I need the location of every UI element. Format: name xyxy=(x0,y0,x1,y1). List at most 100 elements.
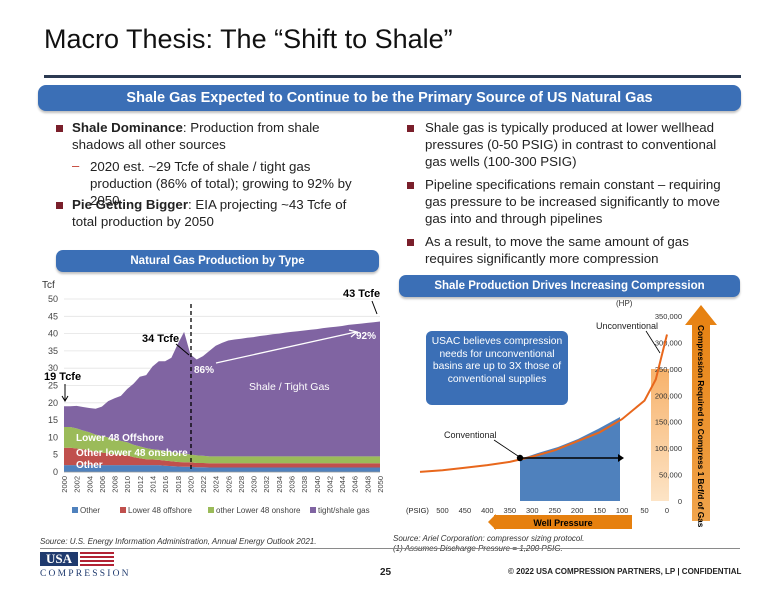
other-area-label: Other xyxy=(76,460,103,471)
conventional-range-fill-top xyxy=(520,417,620,459)
company-logo: USA COMPRESSION xyxy=(40,552,131,579)
bullet-shale-dominance: Shale Dominance: Production from shale s… xyxy=(72,119,372,153)
conventional-arrow-head xyxy=(618,454,624,462)
area-series-onshore xyxy=(64,427,380,464)
area-series-offshore xyxy=(64,447,380,468)
usac-callout-box xyxy=(426,331,568,405)
x-tick-label: 2010 xyxy=(123,476,132,493)
bullet-text: : Production from shale shadows all othe… xyxy=(72,120,320,152)
bullet-bold: Pie Getting Bigger xyxy=(72,197,188,212)
right-chart-caption: Shale Production Drives Increasing Compr… xyxy=(399,275,740,318)
y-tick-label: 50 xyxy=(48,294,58,304)
x-tick-label: 2006 xyxy=(98,476,107,493)
x-tick-label: 2036 xyxy=(288,476,297,493)
sub-bullet-2020: 2020 est. ~29 Tcfe of shale / tight gas … xyxy=(90,159,352,208)
x-tick-label: 2050 xyxy=(376,476,385,493)
right-bullet-3: As a result, to move the same amount of … xyxy=(425,234,689,266)
y-tick-label: 5 xyxy=(53,450,58,460)
psig-label: (PSIG) xyxy=(406,506,429,515)
legend-label: tight/shale gas xyxy=(318,506,370,515)
bullet-marker xyxy=(407,125,414,132)
x-tick-label: 2014 xyxy=(148,476,157,493)
x-tick-label: 2044 xyxy=(338,476,347,493)
dash-marker: – xyxy=(72,158,80,173)
x-tick-label: 2030 xyxy=(250,476,259,493)
psig-tick-label: 350 xyxy=(504,506,517,515)
area-series-other xyxy=(64,465,380,472)
x-tick-label: 2048 xyxy=(363,476,372,493)
x-tick-label: 2028 xyxy=(237,476,246,493)
arrow-2020 xyxy=(175,343,190,356)
x-tick-label: 2002 xyxy=(73,476,82,493)
x-tick-label: 2038 xyxy=(300,476,309,493)
x-tick-label: 2034 xyxy=(275,476,284,493)
right-chart-caption-text: Shale Production Drives Increasing Compr… xyxy=(434,280,705,318)
flag-stripes-icon xyxy=(80,552,114,566)
area-series-shale xyxy=(64,321,380,457)
legend-swatch xyxy=(120,507,126,513)
psig-tick-label: 200 xyxy=(571,506,584,515)
conventional-range-fill xyxy=(520,459,620,501)
onshore-area-label: Other lower 48 onshore xyxy=(76,448,188,459)
bullet-bold: Shale Dominance xyxy=(72,120,183,135)
compression-required-arrow xyxy=(685,305,717,521)
y-axis-unit: Tcf xyxy=(42,280,55,291)
annotation-2050: 43 Tcfe xyxy=(343,288,380,300)
headline-banner: Shale Gas Expected to Continue to be the… xyxy=(38,85,741,111)
x-tick-label: 2024 xyxy=(212,476,221,493)
right-bullet-1: Shale gas is typically produced at lower… xyxy=(425,120,717,169)
bullet-marker xyxy=(56,125,63,132)
legend-label: other Lower 48 onshore xyxy=(216,506,301,515)
bullet-marker xyxy=(407,182,414,189)
arrow-2000-head xyxy=(61,395,69,402)
psig-tick-label: 300 xyxy=(526,506,539,515)
legend-label: Lower 48 offshore xyxy=(128,506,192,515)
well-pressure-bar xyxy=(494,515,632,529)
x-tick-label: 2020 xyxy=(186,476,195,493)
x-tick-label: 2012 xyxy=(136,476,145,493)
production-area-chart: 0 5 10 15 20 25 30 35 40 45 50 2000 2002 2004 2006 200… xyxy=(42,280,385,515)
bullet-text: : EIA projecting ~43 Tcfe of total produ… xyxy=(72,197,347,229)
conventional-point xyxy=(516,454,524,462)
x-tick-label: 2040 xyxy=(313,476,322,493)
right-bullet-2: Pipeline specifications remain constant … xyxy=(425,177,721,226)
psig-tick-label: 100 xyxy=(616,506,629,515)
bullet-marker xyxy=(407,239,414,246)
y-tick-label: 30 xyxy=(48,363,58,373)
usac-callout: USAC believes compression needs for unco… xyxy=(432,336,562,385)
psig-tick-label: 50 xyxy=(640,506,648,515)
source-note-right: Source: Ariel Corporation: compressor si… xyxy=(393,534,584,554)
psig-tick-label: 500 xyxy=(436,506,449,515)
conventional-leader-line xyxy=(493,439,519,457)
offshore-area-label: Lower 48 Offshore xyxy=(76,433,164,444)
copyright-notice: © 2022 USA COMPRESSION PARTNERS, LP | CO… xyxy=(508,567,742,576)
annotation-2020: 34 Tcfe xyxy=(142,333,179,345)
hp-tick-label: 350,000 xyxy=(655,312,682,321)
y-tick-label: 15 xyxy=(48,415,58,425)
legend-swatch xyxy=(208,507,214,513)
y-tick-label: 20 xyxy=(48,398,58,408)
x-tick-label: 2000 xyxy=(60,476,69,493)
compression-required-label: Compression Required to Compress 1 Bcf/d… xyxy=(696,325,706,528)
source-note-right-1: Source: Ariel Corporation: compressor si… xyxy=(393,534,585,543)
legend-swatch xyxy=(310,507,316,513)
legend-label: Other xyxy=(80,506,100,515)
growth-arrow-head xyxy=(348,329,359,338)
hp-tick-label: 0 xyxy=(678,497,682,506)
x-tick-label: 2042 xyxy=(325,476,334,493)
psig-tick-label: 150 xyxy=(593,506,606,515)
bullet-marker xyxy=(56,202,63,209)
compression-line-chart: (HP) 0 50,000 100,000 150,000 200,000 250,000… xyxy=(406,299,717,530)
hp-tick-label: 50,000 xyxy=(659,471,682,480)
x-tick-label: 2016 xyxy=(161,476,170,493)
y-tick-label: 35 xyxy=(48,346,58,356)
annotation-2000: 19 Tcfe xyxy=(44,371,81,383)
title-divider xyxy=(44,75,741,78)
hp-unit-label: (HP) xyxy=(616,299,633,308)
source-note-right-2: (1) Assumes Discharge Pressure = 1,200 P… xyxy=(393,544,584,554)
pct-2020: 86% xyxy=(194,365,214,376)
y-tick-label: 40 xyxy=(48,329,58,339)
conventional-label: Conventional xyxy=(444,430,497,440)
hp-tick-label: 200,000 xyxy=(655,391,682,400)
y-tick-label: 25 xyxy=(48,381,58,391)
